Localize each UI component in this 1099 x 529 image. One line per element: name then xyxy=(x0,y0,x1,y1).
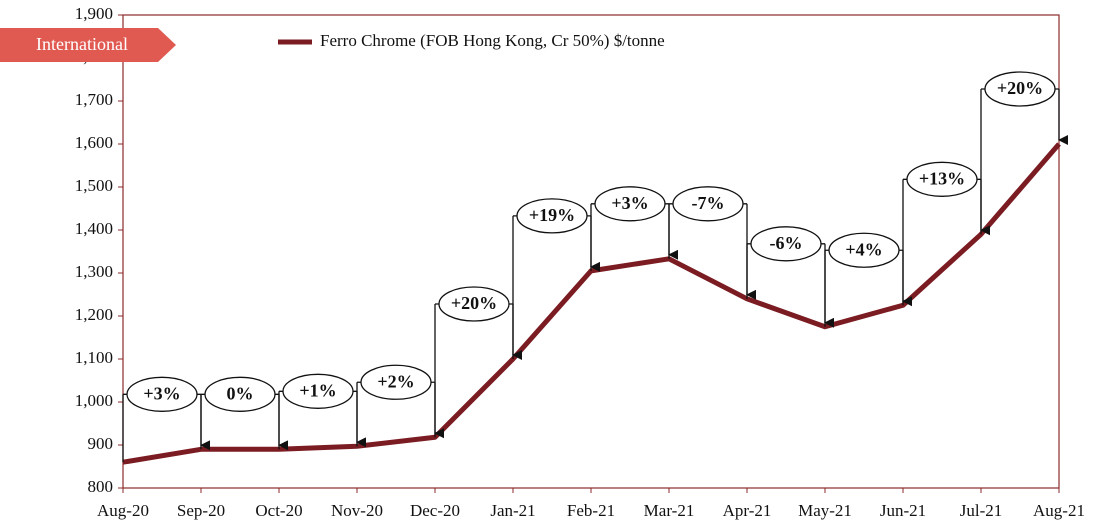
annotation: +20% xyxy=(451,293,497,313)
annotation-bubble xyxy=(282,373,354,409)
annotation-bubble xyxy=(984,71,1056,107)
badge-label: International xyxy=(36,34,128,54)
annotation-bubble xyxy=(906,161,978,197)
x-tick-label: Jul-21 xyxy=(960,501,1003,520)
x-tick-label: Apr-21 xyxy=(723,501,772,520)
x-tick-label: Sep-20 xyxy=(177,501,225,520)
y-tick-label: 1,000 xyxy=(75,391,113,410)
x-tick-label: Feb-21 xyxy=(567,501,615,520)
annotation: +1% xyxy=(299,380,336,400)
y-tick-label: 1,300 xyxy=(75,262,113,281)
y-tick-label: 1,400 xyxy=(75,219,113,238)
annotation-bubble xyxy=(126,376,198,412)
annotation-bubble xyxy=(360,364,432,400)
annotation: -7% xyxy=(692,193,725,213)
x-tick-label: Aug-20 xyxy=(97,501,149,520)
x-tick-label: Nov-20 xyxy=(331,501,383,520)
y-tick-label: 800 xyxy=(88,477,114,496)
x-tick-label: Aug-21 xyxy=(1033,501,1085,520)
y-tick-label: 1,100 xyxy=(75,348,113,367)
annotation: +3% xyxy=(611,193,648,213)
annotation: +4% xyxy=(845,239,882,259)
annotation: +2% xyxy=(377,371,414,391)
y-tick-label: 1,200 xyxy=(75,305,113,324)
annotation-bubble xyxy=(204,376,276,412)
x-tick-label: Mar-21 xyxy=(644,501,695,520)
annotation: +19% xyxy=(529,205,575,225)
x-tick-label: Jan-21 xyxy=(490,501,535,520)
x-tick-label: Oct-20 xyxy=(255,501,302,520)
annotation: +3% xyxy=(143,383,180,403)
annotation-bubble xyxy=(516,198,588,234)
y-tick-label: 1,700 xyxy=(75,90,113,109)
annotation-bubble xyxy=(828,232,900,268)
x-tick-label: Dec-20 xyxy=(410,501,460,520)
y-tick-label: 1,600 xyxy=(75,133,113,152)
x-tick-label: May-21 xyxy=(798,501,852,520)
annotation-bubble xyxy=(672,186,744,222)
y-tick-label: 1,500 xyxy=(75,176,113,195)
annotation: +20% xyxy=(997,78,1043,98)
annotation-bubble xyxy=(438,286,510,322)
annotation-bubble xyxy=(750,226,822,262)
y-tick-label: 900 xyxy=(88,434,114,453)
y-tick-label: 1,900 xyxy=(75,4,113,23)
annotation: +13% xyxy=(919,168,965,188)
badge xyxy=(0,28,176,62)
annotation: -6% xyxy=(770,233,803,253)
annotation-bubble xyxy=(594,186,666,222)
x-tick-label: Jun-21 xyxy=(880,501,926,520)
legend-label: Ferro Chrome (FOB Hong Kong, Cr 50%) $/t… xyxy=(320,31,665,50)
annotation: 0% xyxy=(227,383,254,403)
